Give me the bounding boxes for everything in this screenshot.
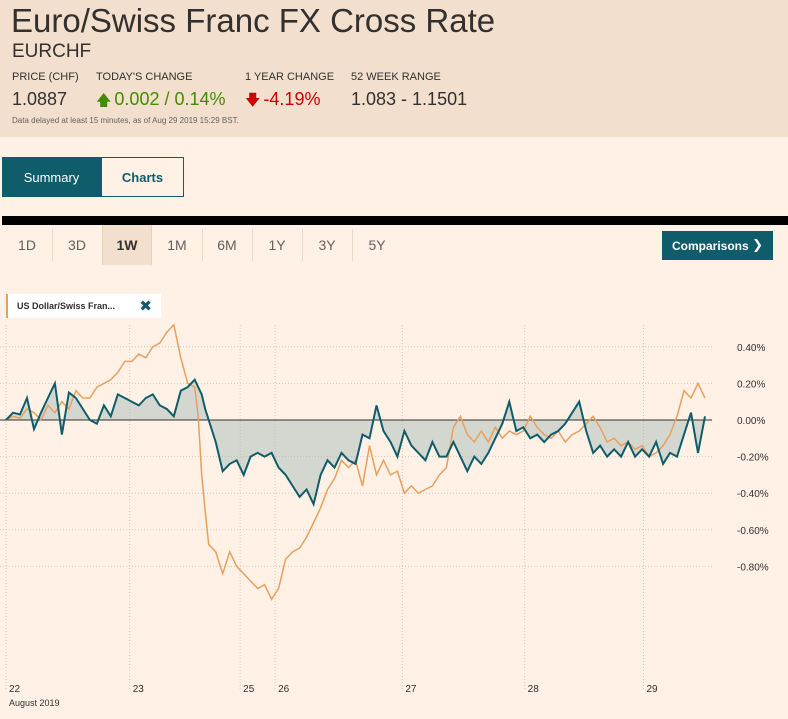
y-tick-label: -0.60% bbox=[737, 526, 769, 537]
year-change-value: 🡇 -4.19% bbox=[245, 89, 320, 115]
week-range-label: 52 WEEK RANGE bbox=[351, 71, 441, 83]
range-1w[interactable]: 1W bbox=[102, 225, 152, 265]
tab-charts[interactable]: Charts bbox=[101, 157, 184, 197]
range-6m[interactable]: 6M bbox=[217, 237, 237, 253]
range-5y[interactable]: 5Y bbox=[368, 237, 386, 253]
todays-change-value: 🡅 0.002 / 0.14% bbox=[96, 89, 226, 115]
range-separator bbox=[252, 229, 253, 261]
series-line-usdchf bbox=[5, 323, 706, 601]
price-label: PRICE (CHF) bbox=[12, 71, 79, 83]
quote-header: Euro/Swiss Franc FX Cross Rate EURCHF PR… bbox=[0, 0, 788, 137]
ticker-symbol: EURCHF bbox=[12, 41, 92, 62]
range-separator bbox=[202, 229, 203, 261]
data-delay-note: Data delayed at least 15 minutes, as of … bbox=[12, 116, 239, 125]
x-tick-label: 26 bbox=[278, 684, 290, 695]
tab-summary[interactable]: Summary bbox=[2, 157, 101, 197]
chevron-right-icon: ❯ bbox=[752, 237, 763, 252]
series-line-eurchf bbox=[5, 377, 706, 508]
range-separator bbox=[302, 229, 303, 261]
legend-label: US Dollar/Swiss Fran... bbox=[17, 301, 116, 311]
range-separator bbox=[352, 229, 353, 261]
week-range-value: 1.083 - 1.1501 bbox=[351, 89, 468, 109]
arrow-up-icon: 🡅 bbox=[96, 92, 112, 109]
comparisons-button[interactable]: Comparisons ❯ bbox=[662, 231, 773, 260]
year-change-label: 1 YEAR CHANGE bbox=[245, 71, 335, 83]
x-tick-label: 27 bbox=[405, 684, 417, 695]
range-1y[interactable]: 1Y bbox=[268, 237, 286, 253]
chart-toolbar-divider bbox=[2, 216, 788, 225]
x-tick-label: 23 bbox=[133, 684, 145, 695]
arrow-down-icon: 🡇 bbox=[245, 92, 261, 109]
y-tick-label: 0.00% bbox=[737, 416, 765, 427]
todays-change-label: TODAY'S CHANGE bbox=[96, 71, 193, 83]
y-tick-label: 0.20% bbox=[737, 379, 765, 390]
x-tick-label: 22 bbox=[9, 684, 21, 695]
y-tick-label: -0.20% bbox=[737, 453, 769, 464]
range-1m[interactable]: 1M bbox=[167, 237, 187, 253]
area-fill bbox=[6, 379, 705, 505]
x-axis-month: August 2019 bbox=[9, 698, 60, 708]
todays-change-text: 0.002 / 0.14% bbox=[114, 89, 226, 109]
y-tick-label: 0.40% bbox=[737, 343, 765, 354]
x-tick-label: 28 bbox=[528, 684, 540, 695]
x-tick-label: 29 bbox=[646, 684, 658, 695]
range-3y[interactable]: 3Y bbox=[318, 237, 336, 253]
x-tick-label: 25 bbox=[243, 684, 255, 695]
price-value: 1.0887 bbox=[12, 89, 68, 109]
comparisons-label: Comparisons bbox=[672, 238, 749, 253]
page-title: Euro/Swiss Franc FX Cross Rate bbox=[11, 2, 496, 39]
range-separator bbox=[52, 229, 53, 261]
y-tick-label: -0.40% bbox=[737, 489, 769, 500]
close-icon[interactable]: ✖ bbox=[139, 298, 152, 315]
comparison-legend: US Dollar/Swiss Fran... ✖ bbox=[6, 294, 161, 318]
time-range-selector: 1D 3D 1W 1M 6M 1Y 3Y 5Y bbox=[2, 225, 786, 265]
range-1d[interactable]: 1D bbox=[18, 237, 36, 253]
year-change-text: -4.19% bbox=[263, 89, 321, 109]
range-3d[interactable]: 3D bbox=[68, 237, 86, 253]
y-tick-label: -0.80% bbox=[737, 562, 769, 573]
